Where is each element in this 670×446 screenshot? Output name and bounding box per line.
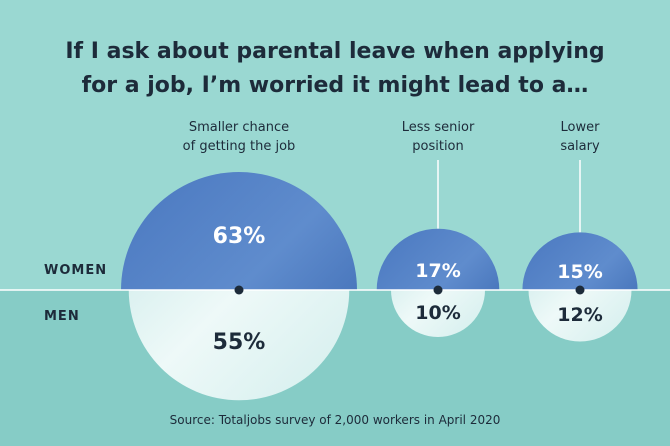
value-label-women-smaller-chance: 63% [213, 224, 266, 249]
center-dot-lower-salary [575, 285, 585, 295]
bubble-women-smaller-chance [121, 172, 357, 290]
category-label-less-senior-line-1: Less senior [402, 120, 475, 135]
bubble-women-less-senior [376, 228, 500, 290]
center-dot-smaller-chance [234, 285, 244, 295]
category-label-smaller-chance-line-1: Smaller chance [189, 120, 289, 135]
bubble-women-lower-salary [522, 232, 638, 290]
chart-title-line-1: If I ask about parental leave when apply… [65, 39, 604, 64]
source-note: Source: Totaljobs survey of 2,000 worker… [170, 413, 501, 427]
category-label-less-senior-line-2: position [412, 139, 464, 154]
series-label-women: WOMEN [44, 263, 107, 278]
value-label-men-lower-salary: 12% [557, 304, 602, 326]
category-label-lower-salary-line-2: salary [560, 139, 600, 154]
value-label-men-less-senior: 10% [415, 302, 460, 324]
bubble-men-smaller-chance [128, 290, 350, 401]
bubble-men-lower-salary [528, 290, 632, 342]
chart-title-line-2: for a job, I’m worried it might lead to … [82, 73, 589, 98]
center-dot-less-senior [433, 285, 443, 295]
series-label-men: MEN [44, 309, 80, 324]
category-label-lower-salary-line-1: Lower [561, 120, 601, 135]
bubble-men-less-senior [391, 290, 485, 337]
value-label-women-less-senior: 17% [415, 260, 460, 282]
value-label-women-lower-salary: 15% [557, 261, 602, 283]
category-label-smaller-chance-line-2: of getting the job [183, 139, 296, 154]
value-label-men-smaller-chance: 55% [213, 330, 266, 355]
